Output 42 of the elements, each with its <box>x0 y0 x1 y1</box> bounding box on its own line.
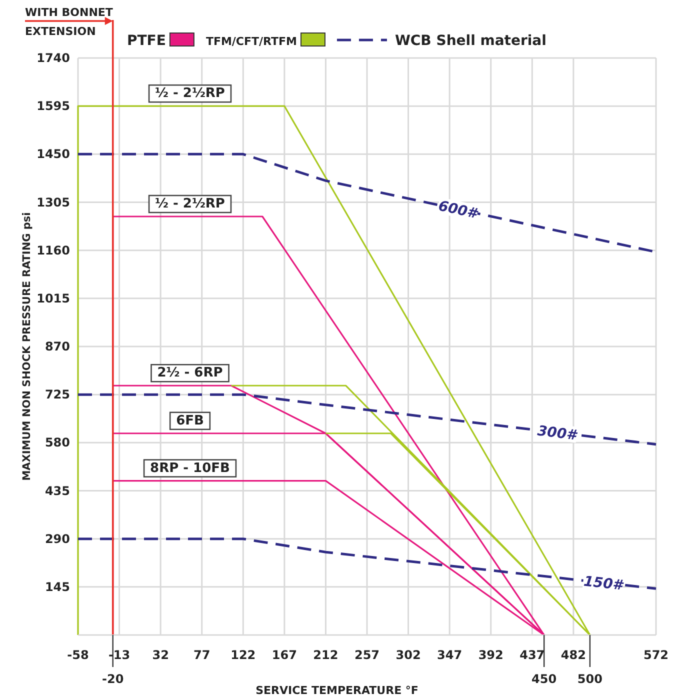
x-tick-label: 437 <box>520 648 545 662</box>
x-tick-label: 482 <box>560 648 586 662</box>
series-label: 2½ - 6RP <box>157 366 223 381</box>
x-tick-label: 122 <box>230 648 256 662</box>
text: 600# <box>436 198 480 222</box>
y-tick-label: 1595 <box>36 99 70 114</box>
annotation: 450 <box>532 672 557 686</box>
y-tick-label: 290 <box>44 532 70 546</box>
x-tick-label: 212 <box>313 648 338 662</box>
text: WCB Shell material <box>394 33 546 49</box>
x-tick-label: 32 <box>152 648 169 662</box>
x-tick-label: 392 <box>478 648 504 662</box>
series-label: 6FB <box>176 413 204 428</box>
annotation: 500 <box>577 672 602 686</box>
x-tick-label: 77 <box>194 648 210 662</box>
y-tick-label: 1450 <box>36 147 70 162</box>
series-label: ½ - 2½RP <box>155 196 225 212</box>
y-tick-label: 145 <box>44 580 70 594</box>
y-tick-label: 435 <box>44 484 70 498</box>
text: PTFE <box>127 33 166 49</box>
x-tick-label: -58 <box>67 648 89 662</box>
x-tick-label: 347 <box>437 648 462 662</box>
text: TFM/CFT/RTFM <box>206 35 297 48</box>
text: 300# <box>536 423 578 444</box>
y-tick-label: 870 <box>44 340 70 354</box>
y-tick-label: 1740 <box>36 51 70 65</box>
y-tick-label: 1160 <box>36 243 70 258</box>
y-tick-label: 580 <box>44 436 70 450</box>
series-label: ½ - 2½RP <box>155 86 225 102</box>
series-label: 8RP - 10FB <box>150 460 230 476</box>
x-axis-title: SERVICE TEMPERATURE °F <box>256 684 418 697</box>
x-tick-label: 167 <box>272 648 297 662</box>
text: 150# <box>582 574 625 594</box>
x-tick-label: 257 <box>354 648 380 662</box>
x-tick-label: 302 <box>396 648 421 662</box>
y-tick-label: 1015 <box>36 291 70 306</box>
y-axis-title: MAXIMUM NON SHOCK PRESSURE RATING psi <box>21 212 33 481</box>
y-tick-label: 725 <box>44 388 70 402</box>
ref-line-label: WITH BONNET EXTENSION <box>25 6 114 38</box>
annotation: -20 <box>102 672 124 686</box>
y-tick-label: 1305 <box>36 195 70 210</box>
x-tick-label: 572 <box>643 648 669 662</box>
